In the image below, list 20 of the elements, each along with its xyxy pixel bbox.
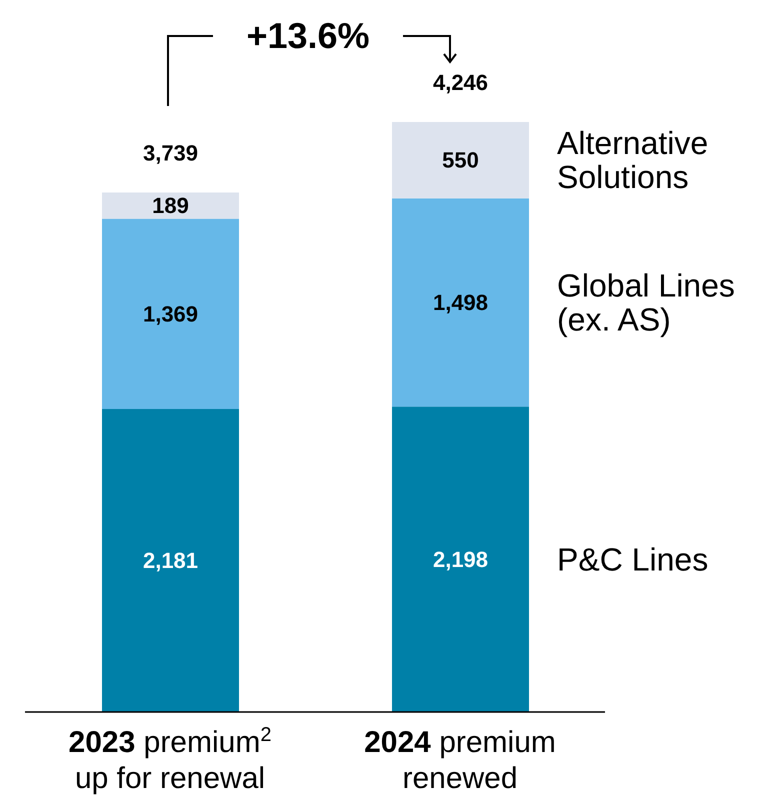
x-tick-label: 2023 premium$^{2}$ up for renewal [68,724,272,795]
bar [102,408,239,712]
total-label: 4,246 [432,70,488,95]
bar [102,192,239,219]
data-label: 1,369 [142,301,198,326]
x-tick-label: 2024 premium renewed [364,726,556,795]
data-label: 2,181 [142,548,198,573]
total-label: 3,739 [142,140,198,166]
text: +13.6% [246,15,370,56]
series-label: Alternative Solutions [557,125,708,196]
data-label: 1,498 [432,290,488,315]
series-label: Global Lines (ex. AS) [557,268,735,338]
bar [102,218,239,409]
data-label: 2,198 [432,546,488,572]
bar [392,198,529,407]
bar [392,406,529,712]
data-label: 550 [442,148,479,173]
series-label: P&C Lines [557,541,708,578]
data-label: 189 [152,193,189,218]
bar [392,122,529,198]
